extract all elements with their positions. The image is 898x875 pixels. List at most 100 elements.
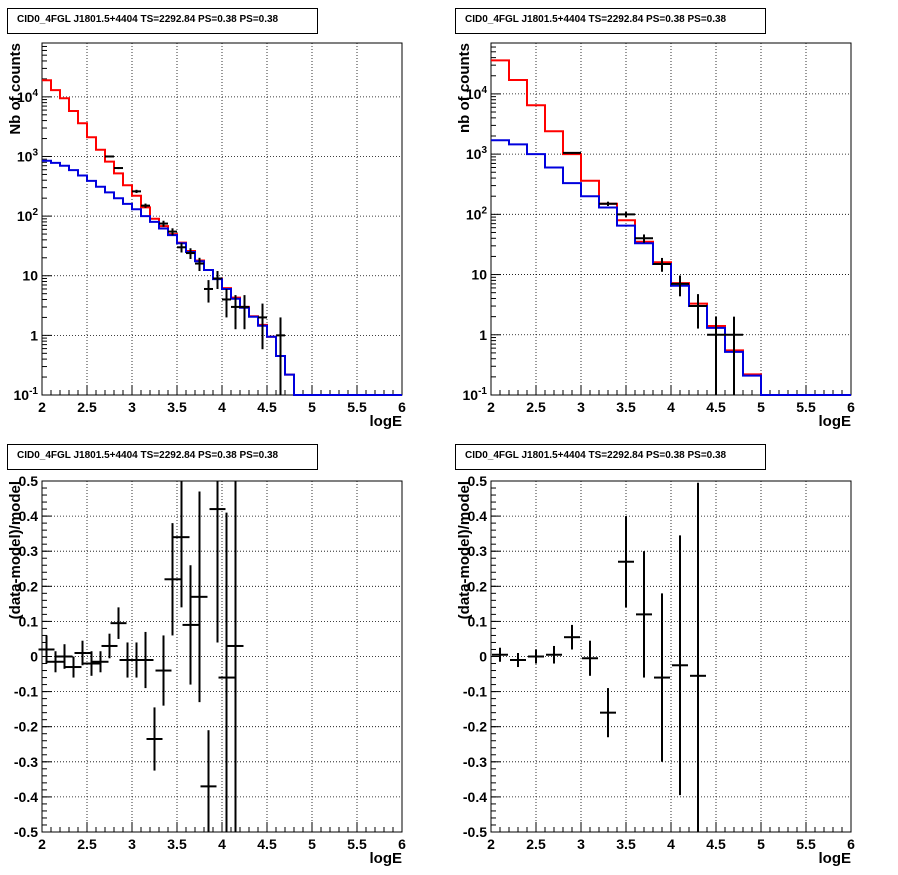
top-right-y-tick-label: 104 — [466, 85, 488, 102]
top-right-y-tick-label: 103 — [466, 145, 488, 162]
top-right-x-tick-label: 4.5 — [706, 399, 726, 415]
bottom-left-y-axis-label: (data-model)/model — [7, 481, 24, 619]
top-right-y-tick-label: 1 — [479, 327, 487, 343]
top-left-data-point — [141, 203, 150, 208]
bottom-right-x-tick-label: 5 — [757, 836, 765, 852]
bottom-left-x-tick-label: 5 — [308, 836, 316, 852]
top-left-data-point — [240, 295, 249, 330]
bottom-left-residual-point — [110, 607, 127, 639]
top-left-plot-frame — [41, 42, 403, 396]
bottom-right-residual-point — [672, 535, 688, 796]
bottom-left-y-tick-label: -0.1 — [14, 684, 38, 700]
top-left-data-point — [213, 271, 222, 289]
top-left-y-tick-label: 104 — [17, 88, 39, 105]
top-right-x-tick-label: 6 — [847, 399, 855, 415]
top-left-x-axis-label: logE — [370, 413, 403, 430]
top-right-plot-frame — [490, 42, 852, 396]
top-left-data-point — [258, 303, 267, 350]
bottom-right-x-axis-label: logE — [819, 850, 852, 867]
bottom-left-residual-point — [101, 633, 118, 659]
bottom-left-residual-point — [137, 631, 154, 689]
bottom-left-x-tick-label: 4 — [218, 836, 226, 852]
bottom-left-residual-point — [173, 481, 190, 608]
bottom-right-y-axis-label: (data-model)/model — [456, 481, 473, 619]
top-left-data-point — [105, 155, 114, 158]
bottom-left-plot-title: CID0_4FGL J1801.5+4404 TS=2292.84 PS=0.3… — [7, 444, 318, 470]
bottom-right-x-tick-label: 3.5 — [616, 836, 636, 852]
bottom-left-residual-point — [164, 523, 181, 636]
bottom-left-x-tick-label: 6 — [398, 836, 406, 852]
top-left-data-point — [168, 228, 177, 236]
bottom-right-x-tick-label: 4 — [667, 836, 675, 852]
top-left-y-tick-label: 10-1 — [14, 386, 39, 403]
top-left-x-tick-label: 2.5 — [77, 399, 97, 415]
bottom-right-residual-point — [546, 645, 562, 664]
top-right-y-tick-label: 102 — [466, 205, 488, 222]
bottom-left-y-tick-label: 0 — [30, 649, 38, 665]
bottom-right-residual-point — [582, 640, 598, 676]
bottom-right-y-tick-label: 0.4 — [468, 508, 488, 524]
bottom-left-plot: 2 2.5 3 3.5 4 4.5 5 5.5 6 -0.5 -0.4 -0.3 -0.2 -0.1 0 0.… — [7, 473, 406, 867]
bottom-left-y-tick-label: -0.5 — [14, 824, 38, 840]
bottom-right-x-tick-label: 3 — [577, 836, 585, 852]
bottom-left-residual-point — [56, 644, 73, 669]
top-right-x-axis-label: logE — [819, 413, 852, 430]
bottom-left-residual-point — [218, 512, 235, 832]
top-right-data-point — [563, 151, 581, 154]
bottom-right-y-tick-label: -0.4 — [463, 789, 487, 805]
bottom-right-residual-point — [654, 593, 670, 762]
top-right-x-tick-label: 4 — [667, 399, 675, 415]
top-right-y-tick-label: 10 — [471, 267, 487, 283]
top-left-y-tick-label: 102 — [17, 207, 39, 224]
bottom-right-y-tick-label: -0.2 — [463, 719, 487, 735]
bottom-left-x-tick-label: 3 — [128, 836, 136, 852]
top-left-y-axis-label: Nb of counts — [7, 43, 24, 135]
top-right-plot-title: CID0_4FGL J1801.5+4404 TS=2292.84 PS=0.3… — [455, 8, 766, 34]
top-left-x-tick-label: 4 — [218, 399, 226, 415]
bottom-left-residual-point — [83, 651, 100, 676]
top-left-plot: 2 2.5 3 3.5 4 4.5 5 5.5 6 10-1 1 10 102 103 104 logE Nb … — [7, 42, 406, 430]
bottom-left-residual-point — [191, 491, 208, 703]
top-left-plot-title: CID0_4FGL J1801.5+4404 TS=2292.84 PS=0.3… — [7, 8, 318, 34]
bottom-right-y-tick-label: -0.5 — [463, 824, 487, 840]
bottom-left-y-tick-label: 0.4 — [19, 508, 39, 524]
top-left-data-point — [186, 248, 195, 259]
top-right-data-point — [617, 211, 635, 218]
top-left-data-point — [159, 220, 168, 227]
top-right-x-tick-label: 5.5 — [796, 399, 816, 415]
top-left-x-tick-label: 5 — [308, 399, 316, 415]
top-left-data-point — [114, 167, 123, 170]
bottom-right-residual-point — [690, 482, 706, 832]
top-right-y-tick-label: 10-1 — [463, 386, 488, 403]
bottom-right-x-tick-label: 2.5 — [526, 836, 546, 852]
top-left-data-point — [276, 317, 285, 395]
bottom-left-residual-point — [38, 635, 55, 664]
bottom-right-residual-point — [600, 688, 616, 738]
top-left-data-point — [231, 295, 240, 330]
bottom-right-residual-point — [528, 649, 544, 664]
bottom-left-x-tick-label: 3.5 — [167, 836, 187, 852]
bottom-left-y-tick-label: -0.4 — [14, 789, 38, 805]
top-right-data-point — [653, 257, 671, 272]
top-right-data-point — [599, 201, 617, 206]
top-right-series-1-histogram — [491, 139, 851, 396]
bottom-left-residual-point — [146, 707, 163, 771]
bottom-right-y-tick-label: -0.1 — [463, 684, 487, 700]
bottom-left-y-tick-label: 0.5 — [19, 473, 39, 489]
bottom-left-x-tick-label: 4.5 — [257, 836, 277, 852]
top-right-x-tick-label: 3 — [577, 399, 585, 415]
top-left-x-tick-label: 2 — [38, 399, 46, 415]
top-right-data-point — [725, 316, 743, 395]
top-right-y-axis-label: nb of counts — [456, 43, 473, 133]
bottom-left-x-tick-label: 5.5 — [347, 836, 367, 852]
bottom-left-residual-point — [182, 565, 199, 685]
top-left-x-tick-label: 4.5 — [257, 399, 277, 415]
top-left-x-tick-label: 3 — [128, 399, 136, 415]
top-left-data-point — [177, 242, 186, 253]
top-left-data-point — [222, 288, 231, 318]
bottom-left-residual-point — [92, 651, 109, 673]
bottom-left-x-tick-label: 2.5 — [77, 836, 97, 852]
bottom-right-residual-point — [564, 624, 580, 650]
top-right-data-point — [635, 234, 653, 243]
top-right-data-point — [671, 275, 689, 297]
